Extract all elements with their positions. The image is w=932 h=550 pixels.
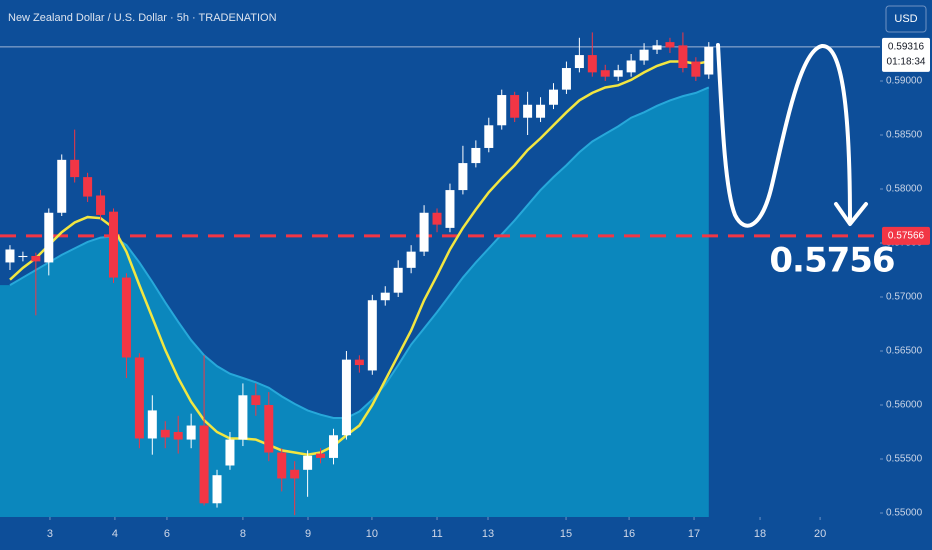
plot-area <box>0 32 880 517</box>
x-tick-label: 11 <box>431 528 442 540</box>
candle-body <box>96 195 106 215</box>
candle-body <box>561 68 571 90</box>
candle-body <box>419 212 429 252</box>
candle-body <box>57 159 67 213</box>
level-label: 0.57566 <box>888 231 925 242</box>
candle-body <box>639 49 649 61</box>
candle-body <box>704 46 714 75</box>
candle-body <box>678 45 688 69</box>
candle-body <box>147 410 157 439</box>
candle-body <box>5 249 15 263</box>
y-tick-label: 0.55000 <box>886 508 923 519</box>
level-label-box <box>882 226 930 245</box>
currency-label[interactable]: USD <box>894 13 917 25</box>
candle-body <box>212 475 222 504</box>
x-tick-label: 3 <box>47 528 53 540</box>
last-price-box <box>882 37 930 72</box>
candle-body <box>380 292 390 301</box>
candle-body <box>225 439 235 466</box>
x-tick-label: 4 <box>112 528 118 540</box>
candle-body <box>303 455 313 470</box>
candle-body <box>613 70 623 77</box>
candle-body <box>497 95 507 126</box>
slow-average-edge <box>9 86 710 419</box>
candle-body <box>199 425 209 504</box>
candle-body <box>264 405 274 453</box>
candle-body <box>70 159 80 178</box>
candle-body <box>393 267 403 293</box>
candle-body <box>238 395 248 440</box>
y-tick-label: 0.58000 <box>886 184 923 195</box>
candle-body <box>277 452 287 479</box>
candle-body <box>600 70 610 77</box>
chart-title: New Zealand Dollar / U.S. Dollar · 5h · … <box>8 12 277 24</box>
x-tick-label: 16 <box>623 528 635 540</box>
candle-body <box>251 395 261 406</box>
x-tick-label: 9 <box>305 528 311 540</box>
candle-body <box>548 89 558 105</box>
x-tick-label: 15 <box>560 528 572 540</box>
candle-body <box>290 469 300 479</box>
candle-body <box>341 359 351 436</box>
candle-body <box>328 435 338 458</box>
candle-body <box>484 125 494 148</box>
candle-body <box>367 300 377 371</box>
target-annotation: 0.5756 <box>769 241 894 281</box>
candle-body <box>121 277 131 358</box>
candle-body <box>134 357 144 439</box>
candle-body <box>432 212 442 225</box>
candle-body <box>354 359 364 366</box>
candle-body <box>173 432 183 440</box>
candle-body <box>31 255 41 262</box>
fast-average-line <box>9 60 709 456</box>
currency-button[interactable] <box>885 5 927 33</box>
y-tick-label: 0.56000 <box>886 400 923 411</box>
x-tick-label: 6 <box>164 528 170 540</box>
candle-body <box>652 45 662 50</box>
candle-body <box>316 453 326 458</box>
candle-body <box>44 212 54 263</box>
candle-body <box>536 104 546 118</box>
x-tick-label: 18 <box>754 528 766 540</box>
candle-body <box>691 61 701 77</box>
x-tick-label: 20 <box>814 528 826 540</box>
countdown-label: 01:18:34 <box>887 57 926 68</box>
candle-body <box>523 104 533 118</box>
slow-average-area <box>0 87 709 517</box>
candle-body <box>108 211 118 278</box>
candle-body <box>458 163 468 191</box>
candle-body <box>186 425 196 440</box>
candle-body <box>471 147 481 164</box>
candle-body <box>510 95 520 118</box>
y-tick-label: 0.56500 <box>886 346 923 357</box>
candle-body <box>445 190 455 228</box>
candle-body <box>574 55 584 69</box>
candle-body <box>587 55 597 73</box>
candle-body <box>406 251 416 268</box>
arrow-head <box>834 202 868 226</box>
candle-body <box>665 42 675 48</box>
candle-body <box>18 255 28 258</box>
candle-body <box>160 429 170 438</box>
x-tick-label: 17 <box>688 528 700 540</box>
last-price-label: 0.59316 <box>888 42 925 53</box>
candle-body <box>626 60 636 73</box>
y-tick-label: 0.59000 <box>886 76 923 87</box>
x-tick-label: 8 <box>240 528 246 540</box>
candle-body <box>83 177 93 197</box>
y-tick-label: 0.58500 <box>886 130 923 141</box>
drawn-arrow <box>716 43 852 228</box>
x-tick-label: 10 <box>366 528 378 540</box>
x-tick-label: 13 <box>482 528 494 540</box>
y-tick-label: 0.55500 <box>886 454 923 465</box>
y-tick-label: 0.57000 <box>886 292 923 303</box>
